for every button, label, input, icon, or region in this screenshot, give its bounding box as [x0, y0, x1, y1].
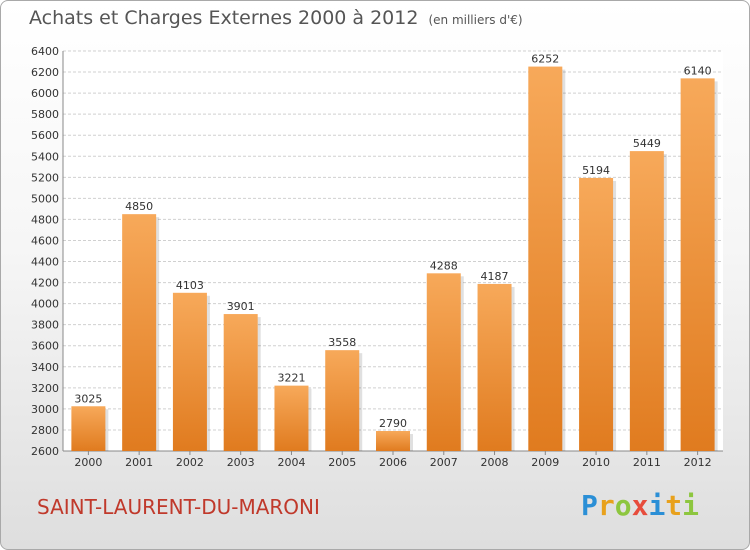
y-tick-label: 3800	[31, 319, 59, 332]
data-label: 6252	[531, 53, 559, 66]
proxiti-logo: Proxiti	[581, 489, 699, 522]
y-tick-label: 5600	[31, 129, 59, 142]
chart-unit: (en milliers d'€)	[428, 13, 523, 27]
y-tick-label: 4400	[31, 256, 59, 269]
x-tick-label: 2001	[125, 456, 153, 469]
data-label: 4103	[176, 279, 204, 292]
bar	[376, 431, 410, 451]
data-label: 5194	[582, 164, 610, 177]
logo-letter: o	[614, 489, 632, 522]
bar	[477, 283, 512, 451]
bar	[426, 273, 461, 451]
data-label: 3558	[328, 336, 356, 349]
y-tick-label: 3600	[31, 340, 59, 353]
logo-letter: r	[597, 489, 615, 522]
x-tick-label: 2010	[582, 456, 610, 469]
y-tick-label: 3200	[31, 382, 59, 395]
data-label: 2790	[379, 417, 407, 430]
bar	[122, 214, 157, 451]
y-tick-label: 4000	[31, 298, 59, 311]
logo-letter: i	[648, 489, 666, 522]
data-label: 4850	[125, 200, 153, 213]
bar	[579, 177, 614, 451]
x-tick-label: 2005	[328, 456, 356, 469]
logo-letter: i	[682, 489, 700, 522]
x-tick-label: 2002	[176, 456, 204, 469]
x-tick-label: 2000	[74, 456, 102, 469]
y-tick-label: 2800	[31, 424, 59, 437]
x-tick-label: 2003	[227, 456, 255, 469]
x-tick-label: 2009	[531, 456, 559, 469]
x-tick-label: 2007	[430, 456, 458, 469]
y-tick-label: 4600	[31, 234, 59, 247]
y-tick-label: 4800	[31, 213, 59, 226]
y-tick-label: 5200	[31, 171, 59, 184]
y-tick-label: 5000	[31, 192, 59, 205]
x-tick-label: 2006	[379, 456, 407, 469]
y-tick-label: 2600	[31, 445, 59, 458]
data-label: 4187	[481, 270, 509, 283]
bar	[274, 385, 309, 451]
bar	[528, 66, 563, 451]
bar	[325, 350, 360, 451]
x-tick-label: 2008	[481, 456, 509, 469]
data-label: 4288	[430, 259, 458, 272]
logo-letter: x	[631, 489, 649, 522]
bar	[172, 292, 207, 451]
data-label: 5449	[633, 137, 661, 150]
x-tick-label: 2012	[684, 456, 712, 469]
x-tick-label: 2004	[277, 456, 305, 469]
plot-area	[63, 51, 723, 451]
y-tick-label: 3400	[31, 361, 59, 374]
y-tick-label: 3000	[31, 403, 59, 416]
data-label: 3221	[277, 372, 305, 385]
logo-letter: t	[665, 489, 683, 522]
chart-title-text: Achats et Charges Externes 2000 à 2012	[29, 7, 419, 29]
x-tick-label: 2011	[633, 456, 661, 469]
y-tick-label: 6400	[31, 45, 59, 58]
bar	[223, 314, 258, 451]
y-tick-label: 5800	[31, 108, 59, 121]
bar	[71, 406, 106, 451]
chart-title: Achats et Charges Externes 2000 à 2012 (e…	[29, 7, 523, 29]
y-tick-label: 5400	[31, 150, 59, 163]
logo-letter: P	[581, 489, 598, 522]
bar	[629, 151, 664, 451]
y-tick-label: 6000	[31, 87, 59, 100]
commune-name: SAINT-LAURENT-DU-MARONI	[37, 495, 320, 519]
bar	[680, 78, 715, 452]
y-tick-label: 6200	[31, 66, 59, 79]
data-label: 6140	[684, 64, 712, 77]
data-label: 3025	[74, 392, 102, 405]
y-tick-label: 4200	[31, 277, 59, 290]
data-label: 3901	[227, 300, 255, 313]
